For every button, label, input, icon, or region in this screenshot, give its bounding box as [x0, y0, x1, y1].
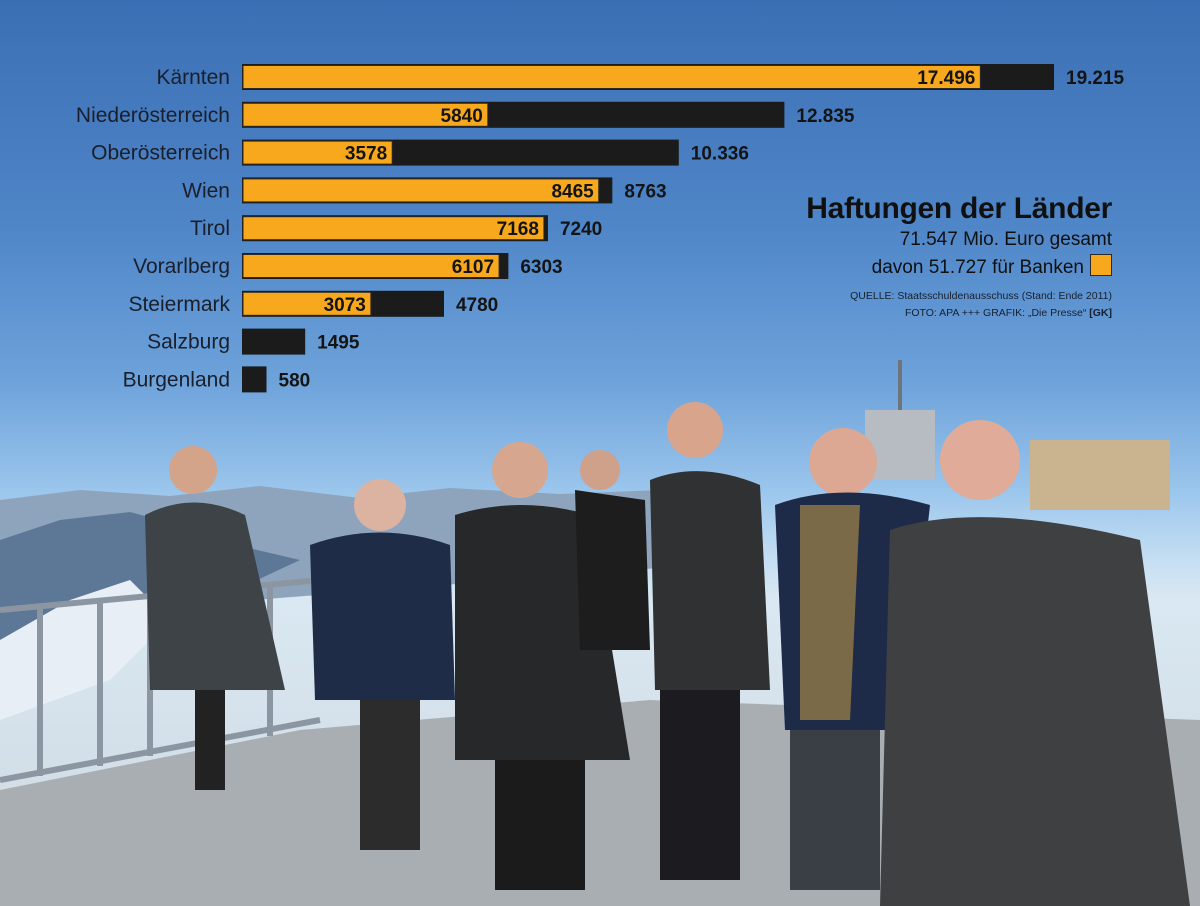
banks-value-label: 7168 [497, 219, 539, 240]
total-bar [242, 328, 306, 355]
total-value-label: 4780 [456, 295, 498, 316]
banks-value-label: 8465 [551, 181, 594, 202]
total-value-label: 6303 [520, 257, 562, 278]
credit-note: FOTO: APA +++ GRAFIK: „Die Presse“ [GK] [692, 305, 1112, 322]
category-label: Tirol [190, 217, 230, 240]
banks-bar [242, 216, 545, 241]
person-7 [880, 420, 1190, 906]
banks-bar [242, 254, 500, 278]
banks-value-label: 3073 [324, 295, 366, 316]
banks-note: davon 51.727 für Banken [692, 254, 1112, 282]
total-value-label: 8763 [624, 181, 666, 202]
banks-bar [242, 65, 981, 89]
banks-bar [242, 178, 600, 203]
banks-swatch-icon [1090, 254, 1112, 276]
banks-value-label: 17.496 [917, 68, 975, 89]
person-5 [650, 402, 770, 880]
category-label: Burgenland [123, 368, 230, 391]
category-label: Oberösterreich [91, 142, 230, 165]
banks-value-label: 6107 [452, 257, 494, 278]
total-value-label: 7240 [560, 219, 602, 240]
banks-value-label: 5840 [441, 106, 483, 127]
tower-building [865, 410, 935, 480]
banks-bar [242, 140, 393, 165]
person-4 [575, 450, 650, 650]
banks-bar [242, 291, 372, 316]
person-1 [145, 446, 285, 790]
credit-text: FOTO: APA +++ GRAFIK: „Die Presse“ [904, 307, 1087, 319]
category-label: Niederösterreich [76, 104, 230, 127]
total-value-label: 580 [279, 370, 311, 391]
bar-chart: Kärnten 17.496 19.215 Niederösterreich 5840 1… [76, 64, 1125, 393]
people-group [145, 402, 1190, 906]
category-label: Wien [182, 179, 230, 202]
summit-building [1030, 440, 1170, 510]
total-value-label: 10.336 [691, 144, 749, 165]
category-label: Kärnten [156, 66, 230, 89]
credit-tag: [GK] [1089, 307, 1112, 319]
banks-value-label: 3578 [345, 144, 387, 165]
banks-note-text: davon 51.727 für Banken [871, 257, 1084, 278]
banks-bar [242, 102, 489, 127]
total-bar [242, 366, 267, 393]
category-label: Steiermark [128, 293, 230, 316]
category-label: Salzburg [147, 331, 230, 354]
total-note: 71.547 Mio. Euro gesamt [899, 229, 1112, 250]
total-value-label: 19.215 [1066, 68, 1125, 89]
total-value-label: 12.835 [796, 106, 855, 127]
source-note: QUELLE: Staatsschuldenausschuss (Stand: … [850, 290, 1112, 302]
category-label: Vorarlberg [133, 255, 230, 278]
chart-title: Haftungen der Länder [806, 192, 1112, 225]
chart-legend: Haftungen der Länder 71.547 Mio. Euro ge… [692, 192, 1112, 322]
total-value-label: 1495 [317, 333, 360, 354]
person-2 [310, 479, 455, 850]
